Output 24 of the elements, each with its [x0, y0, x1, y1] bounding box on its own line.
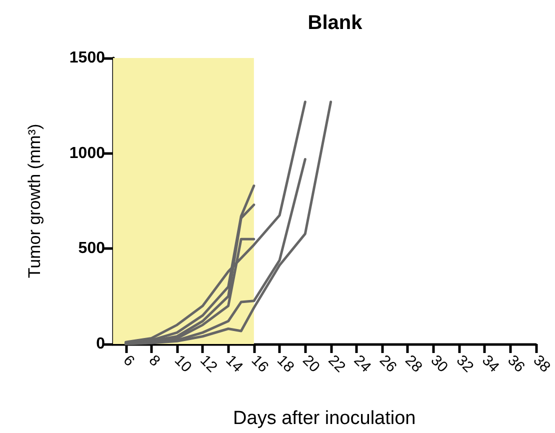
- x-tick-label: 12: [196, 352, 220, 376]
- y-tick-label: 1500: [69, 50, 106, 66]
- x-tick-label: 16: [248, 352, 272, 376]
- x-tick-label: 10: [171, 352, 195, 376]
- x-axis-title: Days after inoculation: [233, 408, 416, 429]
- x-tick-label: 6: [120, 352, 138, 370]
- x-tick-label: 34: [478, 352, 502, 376]
- x-tick-label: 30: [427, 352, 452, 376]
- x-tick-label: 22: [324, 352, 349, 376]
- y-tick-label: 500: [78, 240, 106, 258]
- x-tick-label: 38: [530, 352, 554, 376]
- x-tick-label: 32: [452, 352, 477, 376]
- x-tick-label: 18: [274, 352, 298, 376]
- y-tick-label: 0: [96, 336, 106, 352]
- x-tick-label: 36: [504, 352, 528, 376]
- y-axis-title: Tumor growth (mm³): [25, 124, 44, 278]
- x-tick-label: 8: [145, 352, 164, 370]
- x-tick-label: 20: [299, 352, 323, 376]
- x-tick-label: 28: [402, 352, 426, 376]
- chart-title: Blank: [308, 12, 364, 34]
- x-tick-label: 14: [222, 352, 246, 376]
- x-tick-label: 24: [350, 352, 374, 376]
- y-tick-label: 1000: [69, 144, 106, 162]
- x-tick-label: 26: [376, 352, 400, 376]
